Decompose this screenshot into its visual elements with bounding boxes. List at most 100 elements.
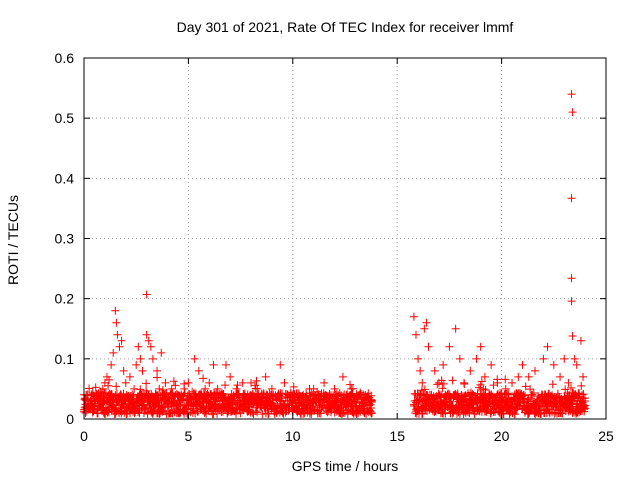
x-axis-label: GPS time / hours [292,458,399,474]
data-point [233,381,242,390]
data-point [508,378,517,387]
data-point [580,402,589,411]
data-point [366,407,375,416]
data-point [105,375,114,384]
data-point [139,409,148,418]
data-point [543,342,552,351]
data-point [161,378,170,387]
data-point [167,384,176,393]
data-point [579,394,588,403]
data-point [460,380,469,389]
data-point [501,375,510,384]
data-point [568,399,577,408]
data-point [491,407,500,416]
data-point [121,378,130,387]
data-point [438,384,447,393]
data-point [184,378,193,387]
data-point [111,306,120,315]
data-point [409,312,418,321]
data-point [169,377,178,386]
data-point [482,406,491,415]
data-point [142,290,151,299]
data-point [91,383,100,392]
data-point [577,381,586,390]
data-point [251,407,260,416]
data-point [104,381,113,390]
y-tick-label: 0.5 [55,110,75,126]
data-point [489,381,498,390]
data-point [480,372,489,381]
data-point [125,372,134,381]
data-point [576,336,585,345]
data-point [134,342,143,351]
data-point [348,384,357,393]
data-point [455,354,464,363]
data-point [253,408,262,417]
data-point [201,384,210,393]
data-point [531,366,540,375]
data-point [112,318,121,327]
data-point [476,342,485,351]
y-tick-label: 0.2 [55,291,75,307]
data-point [514,372,523,381]
data-point [424,342,433,351]
x-tick-label: 5 [185,428,193,444]
axis-ticks: 0 5 10 15 20 25 0 0.1 0.2 0.3 0.4 0.5 0.6 [55,50,614,444]
data-point [504,389,513,398]
x-tick-label: 10 [285,428,301,444]
data-point [144,336,153,345]
data-point [221,381,230,390]
data-point [107,360,116,369]
data-point [567,90,576,99]
chart-title: Day 301 of 2021, Rate Of TEC Index for r… [177,19,514,35]
data-point [466,366,475,375]
data-point [568,108,577,117]
data-point [226,372,235,381]
data-point [265,389,274,398]
data-point [132,360,141,369]
data-point [113,330,122,339]
data-point [142,330,151,339]
data-point [524,372,533,381]
data-point [199,374,208,383]
y-tick-label: 0.6 [55,50,75,66]
data-point [567,274,576,283]
data-point [502,389,511,398]
data-point [411,330,420,339]
data-point [261,372,270,381]
data-point [188,404,197,413]
data-point [128,390,137,399]
data-point [280,378,289,387]
data-point [420,324,429,333]
data-point [272,407,281,416]
data-point [439,360,448,369]
x-tick-label: 25 [598,428,614,444]
data-point [567,194,576,203]
data-point [171,381,180,390]
x-tick-label: 15 [389,428,405,444]
data-point [153,373,162,382]
data-point [520,391,529,400]
x-tick-label: 0 [80,428,88,444]
grid-lines [84,58,606,419]
data-point [430,366,439,375]
data-point [81,409,90,418]
data-point [138,366,147,375]
data-point [109,348,118,357]
data-point [572,360,581,369]
data-point [422,318,431,327]
data-point [205,378,214,387]
data-point [190,354,199,363]
data-point [439,379,448,388]
data-point [280,402,289,411]
x-tick-label: 20 [494,428,510,444]
y-axis-label: ROTI / TECUs [5,195,21,285]
data-point [510,410,519,419]
data-series [80,90,590,419]
data-point [194,366,203,375]
data-point [338,372,347,381]
y-tick-label: 0.1 [55,351,75,367]
data-point [476,380,485,389]
data-point [528,390,537,399]
